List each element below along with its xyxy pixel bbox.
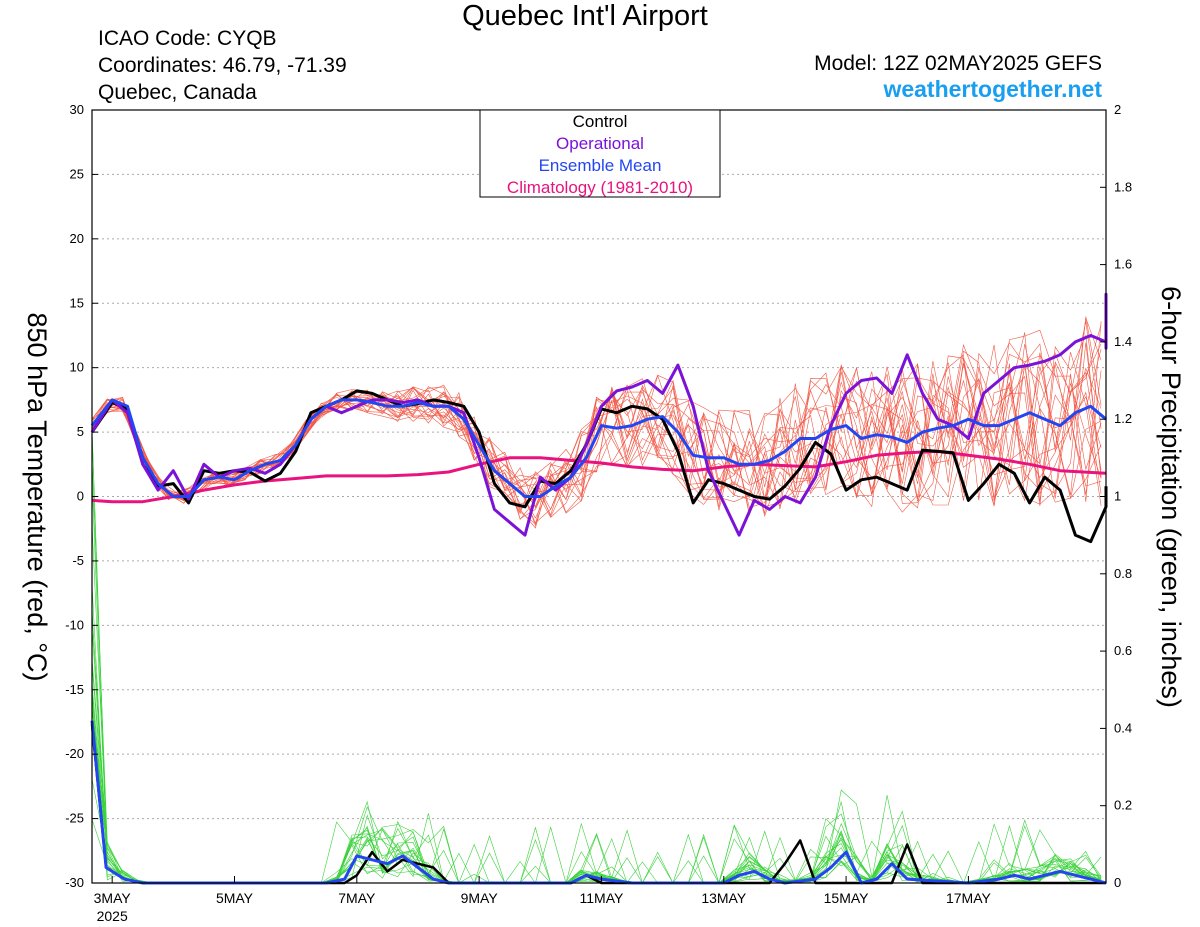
y-tick-label: -10 (65, 617, 84, 632)
precip-member-line (91, 610, 1102, 884)
x-tick-label: 15MAY (824, 890, 870, 906)
series-line-control-precip (90, 724, 1106, 885)
precip-member-line (91, 523, 1102, 884)
precip-member-line (91, 707, 1102, 884)
x-tick-label: 7MAY (338, 890, 376, 906)
legend-box (479, 109, 721, 198)
x-tick-label: 3MAY (94, 890, 132, 906)
y-tick-label: 25 (70, 166, 84, 181)
precip-member-line (91, 478, 1102, 884)
series (90, 292, 1108, 885)
precip-member-line (91, 613, 1102, 884)
y-tick-label: 0 (77, 489, 84, 504)
y2-tick-label: 0 (1114, 875, 1121, 890)
temp-member-line (91, 352, 1102, 509)
precip-member-line (91, 627, 1102, 884)
y-tick-label: -25 (65, 811, 84, 826)
precip-member-line (91, 683, 1102, 884)
model-run: Model: 12Z 02MAY2025 GEFS (814, 52, 1102, 75)
y-tick-label: 5 (77, 424, 84, 439)
y2-tick-label: 1.8 (1114, 179, 1132, 194)
x-tick-label: 11MAY (580, 890, 624, 906)
legend-entry: Ensemble Mean (539, 156, 662, 175)
legend-entry: Control (573, 112, 628, 131)
x-tick-year: 2025 (97, 908, 128, 924)
site-link[interactable]: weathertogether.net (883, 76, 1102, 102)
temp-member-line (91, 363, 1102, 529)
precip-member-line (91, 779, 1102, 884)
x-tick-label: 9MAY (461, 890, 499, 906)
y2-tick-label: 0.8 (1114, 566, 1132, 581)
temp-member-line (91, 334, 1102, 517)
legend: Control Operational Ensemble Mean Climatolo… (479, 109, 721, 198)
ticks: -30-25-20-15-10-505101520253000.20.40.60… (65, 102, 1132, 924)
y2-tick-label: 0.4 (1114, 720, 1132, 735)
ensemble-members (91, 316, 1102, 884)
series-line-mean-precip (90, 720, 1107, 885)
y-tick-label: -20 (65, 746, 84, 761)
legend-entry: Climatology (1981-2010) (507, 178, 693, 197)
y-tick-label: 15 (70, 295, 84, 310)
y2-tick-label: 1 (1114, 489, 1121, 504)
y2-tick-label: 0.2 (1114, 798, 1132, 813)
y-tick-label: -5 (72, 553, 84, 568)
y2-tick-label: 1.2 (1114, 411, 1132, 426)
icao-code: ICAO Code: CYQB (98, 27, 277, 50)
y-tick-label: -15 (65, 682, 84, 697)
y-tick-label: -30 (65, 875, 84, 890)
precip-member-line (91, 583, 1102, 884)
precip-member-line (91, 664, 1102, 884)
legend-entry: Operational (556, 134, 644, 153)
chart-title: Quebec Int'l Airport (462, 0, 708, 32)
x-tick-label: 17MAY (946, 890, 992, 906)
series-line-control (90, 389, 1108, 544)
precip-member-line (91, 658, 1102, 884)
y-tick-label: 20 (70, 231, 84, 246)
coordinates: Coordinates: 46.79, -71.39 (98, 54, 347, 77)
y2-tick-label: 0.6 (1114, 643, 1132, 658)
x-tick-label: 13MAY (701, 890, 747, 906)
y2-tick-label: 2 (1114, 102, 1121, 117)
precip-member-line (91, 429, 1102, 884)
precip-member-line (91, 708, 1102, 884)
x-tick-label: 5MAY (216, 890, 254, 906)
series-line-operational (90, 292, 1108, 537)
y2-tick-label: 1.4 (1114, 334, 1132, 349)
precip-member-line (91, 459, 1102, 884)
y2-tick-label: 1.6 (1114, 257, 1132, 272)
y-tick-label: 30 (70, 102, 84, 117)
precip-member-line (91, 699, 1102, 884)
series-line-ensemble-mean (90, 398, 1107, 498)
location: Quebec, Canada (98, 81, 257, 104)
temp-member-line (91, 355, 1102, 507)
y-tick-label: 10 (70, 360, 84, 375)
temp-member-line (91, 321, 1102, 520)
y2-axis-title: 6-hour Precipitation (green, inches) (1156, 286, 1186, 708)
grid (92, 173, 1106, 820)
precip-member-line (91, 739, 1102, 884)
y-axis-title: 850 hPa Temperature (red, °C) (22, 313, 52, 682)
